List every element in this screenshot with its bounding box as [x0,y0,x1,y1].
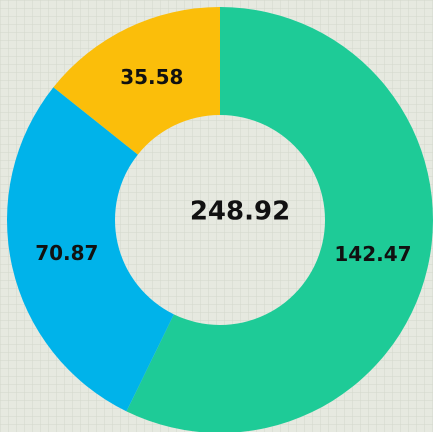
donut [6,7,433,432]
value-label: 142.47 [334,242,411,266]
center-total: 248.92 [190,197,290,227]
slice [53,7,221,155]
value-label: 35.58 [120,65,183,89]
slice [6,87,174,412]
value-label: 70.87 [35,241,98,265]
slice [126,7,433,432]
